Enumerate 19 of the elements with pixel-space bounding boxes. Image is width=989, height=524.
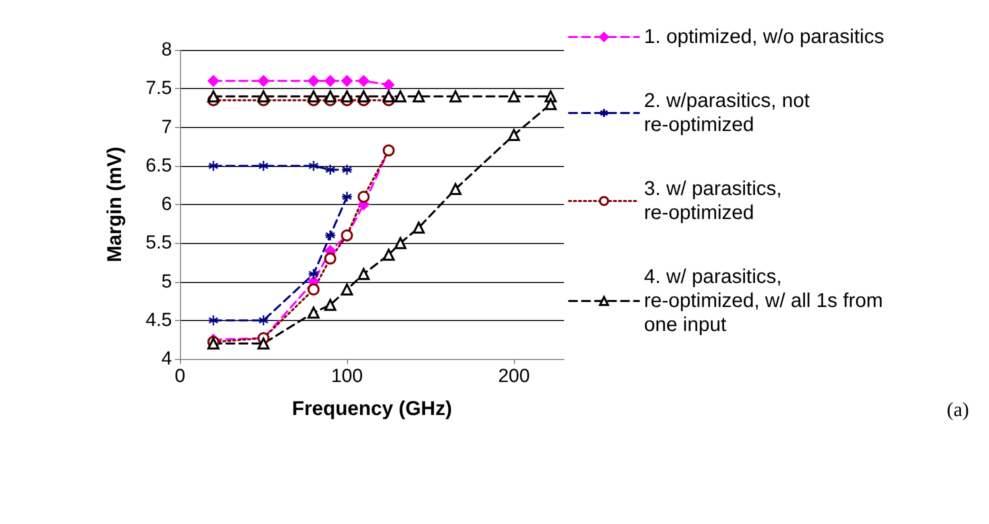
y-tick-label: 7 [161, 116, 172, 138]
y-tick-label: 6.5 [146, 155, 172, 176]
y-tick-label: 7.5 [146, 78, 172, 100]
text: (a) [946, 399, 970, 421]
x-tick-label: 100 [331, 366, 363, 387]
y-tick-label: 4.5 [146, 310, 172, 331]
y-tick-label: 4 [161, 348, 172, 370]
y-axis-title: Margin (mV) [104, 146, 126, 262]
legend-label: 3. w/ parasitics, re-optimized [644, 178, 788, 224]
x-axis-title: Frequency (GHz) [292, 398, 452, 420]
y-tick-label: 8 [161, 40, 172, 60]
legend-label: 4. w/ parasitics, re-optimized, w/ all 1s from one input [644, 266, 889, 336]
y-tick-label: 5 [161, 271, 172, 292]
legend-label: 2. w/parasitics, not re-optimized [644, 90, 816, 136]
x-tick-label: 0 [174, 366, 186, 387]
legend-label: 1. optimized, w/o parasitics [644, 26, 884, 48]
y-tick-label: 5.5 [146, 232, 172, 254]
x-tick-label: 200 [498, 366, 530, 387]
y-tick-label: 6 [161, 194, 172, 215]
